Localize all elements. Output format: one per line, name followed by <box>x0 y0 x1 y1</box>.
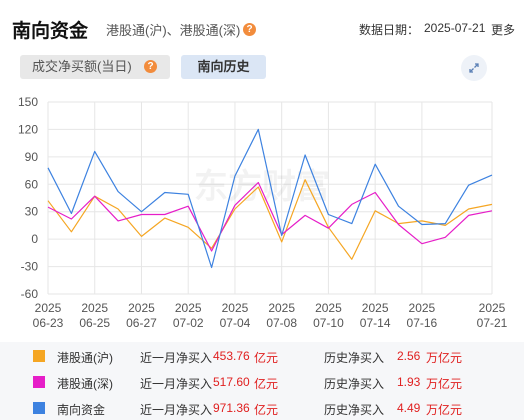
series-line-2 <box>47 128 493 269</box>
date-label: 数据日期： <box>359 23 420 37</box>
month-net-buy-value: 517.60 <box>213 375 250 389</box>
y-tick-label: 150 <box>18 95 38 109</box>
month-net-buy-value: 971.36 <box>213 401 250 415</box>
date-value: 2025-07-21 <box>424 21 486 35</box>
legend-panel: 港股通(沪) 近一月净买入 453.76 亿元 历史净买入 2.56 万亿元 港… <box>0 342 524 420</box>
hist-net-buy-unit: 万亿元 <box>426 377 463 391</box>
tab-bar: 成交净买额(当日) ? 南向历史 <box>0 55 524 83</box>
hist-net-buy-value: 1.93 <box>397 375 421 389</box>
y-tick-label: 90 <box>25 150 39 164</box>
header: 南向资金 港股通(沪)、港股通(深) ? 数据日期： 2025-07-21 更多 <box>0 0 524 48</box>
page-title: 南向资金 <box>12 21 89 42</box>
x-tick-label: 2025 06-25 <box>79 301 110 330</box>
month-net-buy-label: 近一月净买入 <box>140 403 213 417</box>
hist-net-buy-label: 历史净买入 <box>324 377 385 391</box>
month-net-buy-label: 近一月净买入 <box>140 377 213 391</box>
x-tick-label: 2025 06-23 <box>33 301 64 330</box>
page-subtitle: 港股通(沪)、港股通(深) <box>106 23 241 38</box>
x-tick-label: 2025 07-02 <box>173 301 204 330</box>
legend-swatch-south <box>33 402 45 414</box>
legend-name: 南向资金 <box>57 403 106 417</box>
x-axis-ticks: 2025 06-23 2025 06-25 2025 06-27 2025 07-02 2025… <box>33 301 508 330</box>
y-tick-label: -60 <box>21 287 39 301</box>
month-net-buy-unit: 亿元 <box>254 351 279 365</box>
tab-net-buy-today-label: 成交净买额(当日) <box>32 59 132 74</box>
month-net-buy-value: 453.76 <box>213 349 250 363</box>
y-tick-label: 120 <box>18 122 38 136</box>
hist-net-buy-label: 历史净买入 <box>324 403 385 417</box>
tab-south-history[interactable]: 南向历史 <box>181 55 266 79</box>
legend-swatch-sgt <box>33 376 45 388</box>
y-tick-label: 60 <box>25 177 39 191</box>
legend-name: 港股通(沪) <box>57 351 113 365</box>
hist-net-buy-value: 2.56 <box>397 349 421 363</box>
legend-row-sgt[interactable]: 港股通(深) 近一月净买入 517.60 亿元 历史净买入 1.93 万亿元 <box>0 369 524 395</box>
y-axis-ticks: 150 120 90 60 30 0 -30 -60 <box>18 95 38 301</box>
hist-net-buy-unit: 万亿元 <box>426 351 463 365</box>
series-line-1 <box>47 181 493 252</box>
legend-row-hgt[interactable]: 港股通(沪) 近一月净买入 453.76 亿元 历史净买入 2.56 万亿元 <box>0 343 524 369</box>
x-tick-label: 2025 07-14 <box>360 301 391 330</box>
watermark: 东方财富 <box>194 167 330 206</box>
y-tick-label: 0 <box>31 232 38 246</box>
hist-net-buy-label: 历史净买入 <box>324 351 385 365</box>
expand-icon <box>469 63 479 73</box>
help-icon[interactable]: ? <box>243 23 256 36</box>
x-tick-label: 2025 07-16 <box>407 301 438 330</box>
month-net-buy-unit: 亿元 <box>254 377 279 391</box>
y-tick-label: -30 <box>21 260 39 274</box>
x-tick-label: 2025 06-27 <box>126 301 157 330</box>
hist-net-buy-value: 4.49 <box>397 401 421 415</box>
legend-swatch-hgt <box>33 350 45 362</box>
x-tick-label: 2025 07-10 <box>313 301 344 330</box>
tab-net-buy-today[interactable]: 成交净买额(当日) ? <box>20 55 170 79</box>
month-net-buy-label: 近一月净买入 <box>140 351 213 365</box>
hist-net-buy-unit: 万亿元 <box>426 403 463 417</box>
legend-name: 港股通(深) <box>57 377 113 391</box>
x-tick-label: 2025 07-21 <box>477 301 508 330</box>
expand-button[interactable] <box>461 55 487 81</box>
more-link[interactable]: 更多 <box>491 23 516 37</box>
legend-row-south[interactable]: 南向资金 近一月净买入 971.36 亿元 历史净买入 4.49 万亿元 <box>0 395 524 420</box>
tab-help-icon[interactable]: ? <box>144 60 157 73</box>
chart-grid <box>47 101 493 295</box>
x-tick-label: 2025 07-08 <box>266 301 297 330</box>
month-net-buy-unit: 亿元 <box>254 403 279 417</box>
x-tick-label: 2025 07-04 <box>220 301 251 330</box>
chart-series <box>47 128 493 269</box>
y-tick-label: 30 <box>25 205 39 219</box>
